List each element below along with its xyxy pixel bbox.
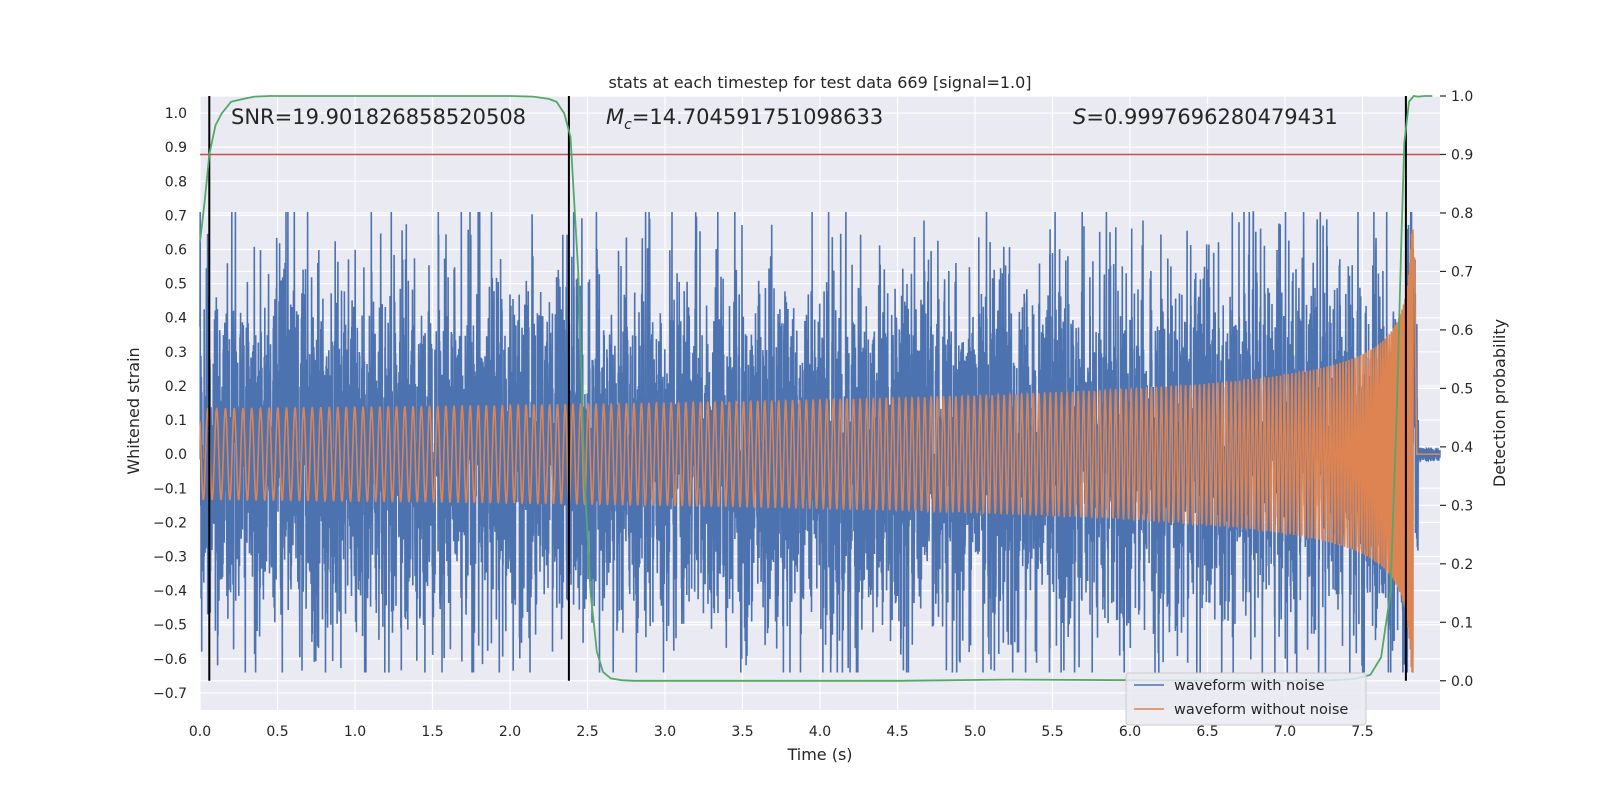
y-tick-label-right: 0.1 bbox=[1451, 615, 1473, 631]
y-tick-label-left: 1.0 bbox=[165, 106, 187, 122]
y-tick-label-left: −0.5 bbox=[153, 618, 187, 634]
x-tick-label: 0.0 bbox=[189, 724, 211, 740]
s-annotation: S=0.9997696280479431 bbox=[1073, 105, 1338, 129]
x-tick-label: 2.5 bbox=[576, 724, 598, 740]
series-line-detection-probability bbox=[199, 95, 1433, 682]
y-tick-label-right: 0.2 bbox=[1451, 557, 1473, 573]
y-tick-label-left: −0.3 bbox=[153, 550, 187, 566]
x-tick-label: 4.5 bbox=[886, 724, 908, 740]
x-tick-label: 0.5 bbox=[266, 724, 288, 740]
x-tick-label: 4.0 bbox=[809, 724, 831, 740]
y-tick-label-right: 0.5 bbox=[1451, 381, 1473, 397]
legend-label-waveform-without-noise: waveform without noise bbox=[1174, 702, 1348, 718]
snr-annotation: SNR=19.901826858520508 bbox=[231, 105, 526, 129]
y-tick-label-left: −0.1 bbox=[153, 481, 187, 497]
y-tick-label-left: 0.7 bbox=[165, 208, 187, 224]
y-tick-label-left: 0.0 bbox=[165, 447, 187, 463]
x-tick-label: 7.0 bbox=[1274, 724, 1296, 740]
y-tick-label-left: 0.3 bbox=[165, 345, 187, 361]
series-layer bbox=[199, 95, 1441, 682]
y-tick-label-left: 0.2 bbox=[165, 379, 187, 395]
y-tick-label-left: −0.4 bbox=[153, 584, 187, 600]
x-tick-label: 7.5 bbox=[1351, 724, 1373, 740]
y-tick-label-left: 0.5 bbox=[165, 277, 187, 293]
x-tick-label: 1.5 bbox=[421, 724, 443, 740]
y-tick-label-left: 0.9 bbox=[165, 140, 187, 156]
chart-title: stats at each timestep for test data 669… bbox=[608, 73, 1031, 92]
s-symbol: S bbox=[1073, 105, 1086, 129]
series-line-waveform-without-noise bbox=[199, 229, 1440, 673]
x-tick-label: 6.0 bbox=[1119, 724, 1141, 740]
y-axis-right-label: Detection probability bbox=[1490, 319, 1509, 487]
y-tick-label-left: −0.2 bbox=[153, 515, 187, 531]
y-tick-label-right: 0.8 bbox=[1451, 206, 1473, 222]
x-axis-label: Time (s) bbox=[786, 745, 852, 764]
x-tick-label: 3.5 bbox=[731, 724, 753, 740]
x-tick-label: 6.5 bbox=[1196, 724, 1218, 740]
y-tick-label-right: 0.9 bbox=[1451, 147, 1473, 163]
legend: waveform with noise waveform without noi… bbox=[1125, 672, 1367, 726]
chirp-mass-subscript: c bbox=[624, 117, 632, 133]
chirp-mass-value: =14.704591751098633 bbox=[632, 105, 883, 129]
y-tick-label-left: −0.6 bbox=[153, 652, 187, 668]
y-axis-right: 1.0 0.9 0.8 0.7 0.6 0.5 0.4 0.3 0.2 0.1 0.0 bbox=[1440, 89, 1473, 690]
x-tick-label: 5.0 bbox=[964, 724, 986, 740]
y-tick-label-right: 0.7 bbox=[1451, 264, 1473, 280]
y-tick-label-right: 0.0 bbox=[1451, 674, 1473, 690]
y-tick-label-left: 0.4 bbox=[165, 311, 187, 327]
y-axis-left: 1.0 0.9 0.8 0.7 0.6 0.5 0.4 0.3 0.2 0.1 0.0 −0.1 −0.… bbox=[153, 106, 187, 702]
chirp-mass-annotation: Mc=14.704591751098633 bbox=[606, 105, 883, 133]
series-line-waveform-with-noise bbox=[199, 211, 1441, 673]
x-tick-label: 2.0 bbox=[499, 724, 521, 740]
x-tick-label: 1.0 bbox=[344, 724, 366, 740]
legend-label-waveform-with-noise: waveform with noise bbox=[1174, 678, 1325, 694]
y-tick-label-right: 0.6 bbox=[1451, 323, 1473, 339]
x-tick-label: 5.5 bbox=[1041, 724, 1063, 740]
vertical-markers bbox=[208, 96, 1407, 681]
y-tick-label-right: 1.0 bbox=[1451, 89, 1473, 105]
y-tick-label-left: 0.6 bbox=[165, 243, 187, 259]
s-value: =0.9997696280479431 bbox=[1086, 105, 1337, 129]
y-tick-label-left: 0.8 bbox=[165, 174, 187, 190]
y-tick-label-right: 0.4 bbox=[1451, 440, 1473, 456]
x-tick-label: 3.0 bbox=[654, 724, 676, 740]
chirp-mass-symbol: M bbox=[606, 105, 624, 129]
y-axis-left-label: Whitened strain bbox=[124, 347, 143, 474]
y-tick-label-left: −0.7 bbox=[153, 686, 187, 702]
legend-box bbox=[1125, 672, 1367, 726]
y-tick-label-left: 0.1 bbox=[165, 413, 187, 429]
x-axis: 0.0 0.5 1.0 1.5 2.0 2.5 3.0 3.5 4.0 4.5 5.0 5.5 6.0 6… bbox=[189, 724, 1374, 740]
y-tick-label-right: 0.3 bbox=[1451, 498, 1473, 514]
